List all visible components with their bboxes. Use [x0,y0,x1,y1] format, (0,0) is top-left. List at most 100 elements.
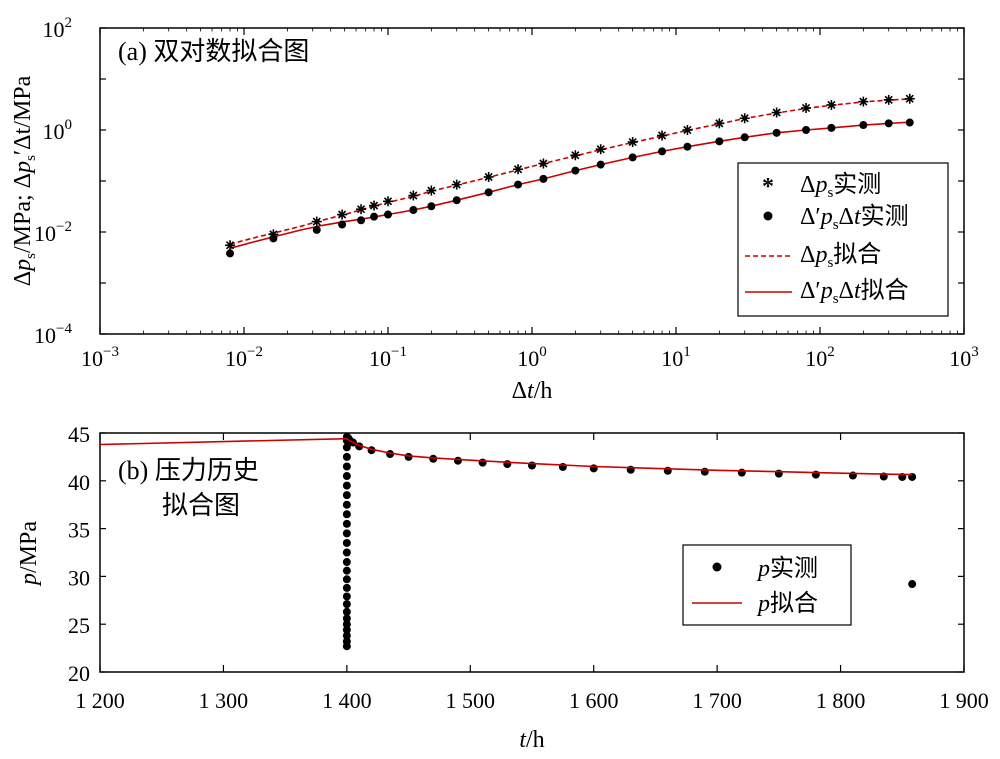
p-measured-point [908,580,917,589]
dpsdt-measured-point [859,121,868,130]
dpsdt-measured-point [514,180,523,189]
dps-measured-point [801,103,812,114]
p-measured-point [342,548,351,557]
dps-measured-point [771,107,782,118]
dpsdt-measured-point [539,174,548,183]
p-measured-point [342,592,351,601]
star-stroke [427,186,436,195]
star-marker-icon: * [762,174,774,200]
dps-measured-point [356,204,367,215]
x-tick-label: 100 [517,344,547,371]
panel-b-title-line1: (b) 压力历史 [118,456,259,485]
dps-measured-point [268,229,279,240]
dpsdt-measured-point [740,133,749,142]
dpsdt-measured-point [452,196,461,205]
panel-a-x-axis-label: Δt/h [512,378,553,404]
dpsdt-measured-point [384,210,392,219]
star-stroke [383,197,393,206]
panel-a-plot-area [225,93,915,258]
y-tick-label: 45 [68,422,90,447]
panel-b-legend-box [682,544,852,626]
p-measured-point [429,454,438,463]
x-tick-label: 101 [661,344,691,371]
star-stroke [312,217,321,226]
p-measured-point [342,462,351,471]
panel-b-plot-area [99,432,917,651]
dps-measured-point [337,209,348,220]
dps-measured-point [657,130,668,141]
star-stroke [884,95,893,104]
p-measured-point [700,467,709,476]
dpsdt-measured-point [484,188,493,197]
dpsdt-measured-point [715,137,724,146]
dps-measured-point [225,240,236,251]
star-stroke [225,241,235,250]
x-tick-label: 10−3 [81,344,119,371]
dps-measured-point [369,200,380,211]
dpsdt-measured-point [338,220,347,229]
panel-a-legend-box [737,162,949,317]
legend-label-p-fit: p拟合 [756,590,818,617]
star-stroke [571,151,580,160]
y-tick-label: 102 [43,15,73,42]
p-measured-point [342,519,351,528]
p-measured-point [737,468,746,477]
dot-marker-icon [763,211,773,221]
dpsdt-measured-point [427,202,436,211]
p-measured-point [342,620,351,629]
y-tick-label: 10−2 [34,219,72,246]
y-tick-label: 35 [68,518,90,543]
p-measured-point [342,529,351,538]
dps-measured-point [739,113,750,124]
p-measured-point [342,566,351,575]
p-measured-point [342,583,351,592]
dot-marker-icon [712,562,722,572]
panel-a-title: (a) 双对数拟合图 [118,37,309,66]
p-fit-line [99,437,913,476]
star-stroke [859,97,868,106]
dpsdt-measured-point [884,119,893,128]
p-measured-point [342,637,351,646]
p-measured-point [453,456,462,465]
dps-measured-point [627,137,638,148]
dpsdt-measured-point [596,160,605,169]
p-measured-point [342,625,351,634]
legend-label-dps-fit: Δps拟合 [800,241,881,271]
p-measured-point [342,472,351,481]
star-stroke [484,172,493,182]
p-measured-point [342,607,351,616]
dpsdt-measured-point [905,118,914,127]
legend-item-p-measured: p实测 [712,555,818,582]
legend-label-p-measured: p实测 [756,555,818,582]
p-measured-point [342,538,351,547]
dpsdt-measured-point [409,206,418,215]
x-tick-label: 102 [805,344,835,371]
star-stroke [715,119,724,128]
p-measured-point [774,469,783,478]
legend-label-dps-measured: Δps实测 [800,171,881,201]
dpsdt-measured-point [312,225,321,234]
dpsdt-measured-point [802,126,811,134]
x-tick-label: 103 [949,344,979,371]
star-stroke [452,180,461,189]
panel-a-legend: * Δps实测 Δ′psΔt实测 Δps拟合 Δ′psΔt拟合 [737,162,949,317]
star-stroke [628,137,637,147]
dps-measured-point [513,164,524,175]
dps-measured-point [904,93,915,104]
legend-label-dpsdt-fit: Δ′psΔt拟合 [800,277,909,307]
p-measured-point [342,481,351,490]
dps-measured-point [595,144,606,155]
panel-a-y-axis-label: Δps/MPa; Δps′Δt/MPa [10,75,39,286]
x-tick-label: 1 600 [569,688,619,713]
panel-a-loglog-chart: 10−3 10−2 10−1 100 101 102 103 10−4 10−2 100 102 (… [10,15,979,404]
x-tick-label: 1 800 [816,688,866,713]
star-stroke [369,201,379,210]
dpsdt-measured-point [226,249,235,258]
star-stroke [269,230,278,239]
p-measured-point [342,491,351,500]
dpsdt-measured-point [683,142,692,151]
star-stroke [905,94,914,103]
legend-item-dps-measured: * Δps实测 [762,171,881,201]
star-stroke [801,103,811,113]
